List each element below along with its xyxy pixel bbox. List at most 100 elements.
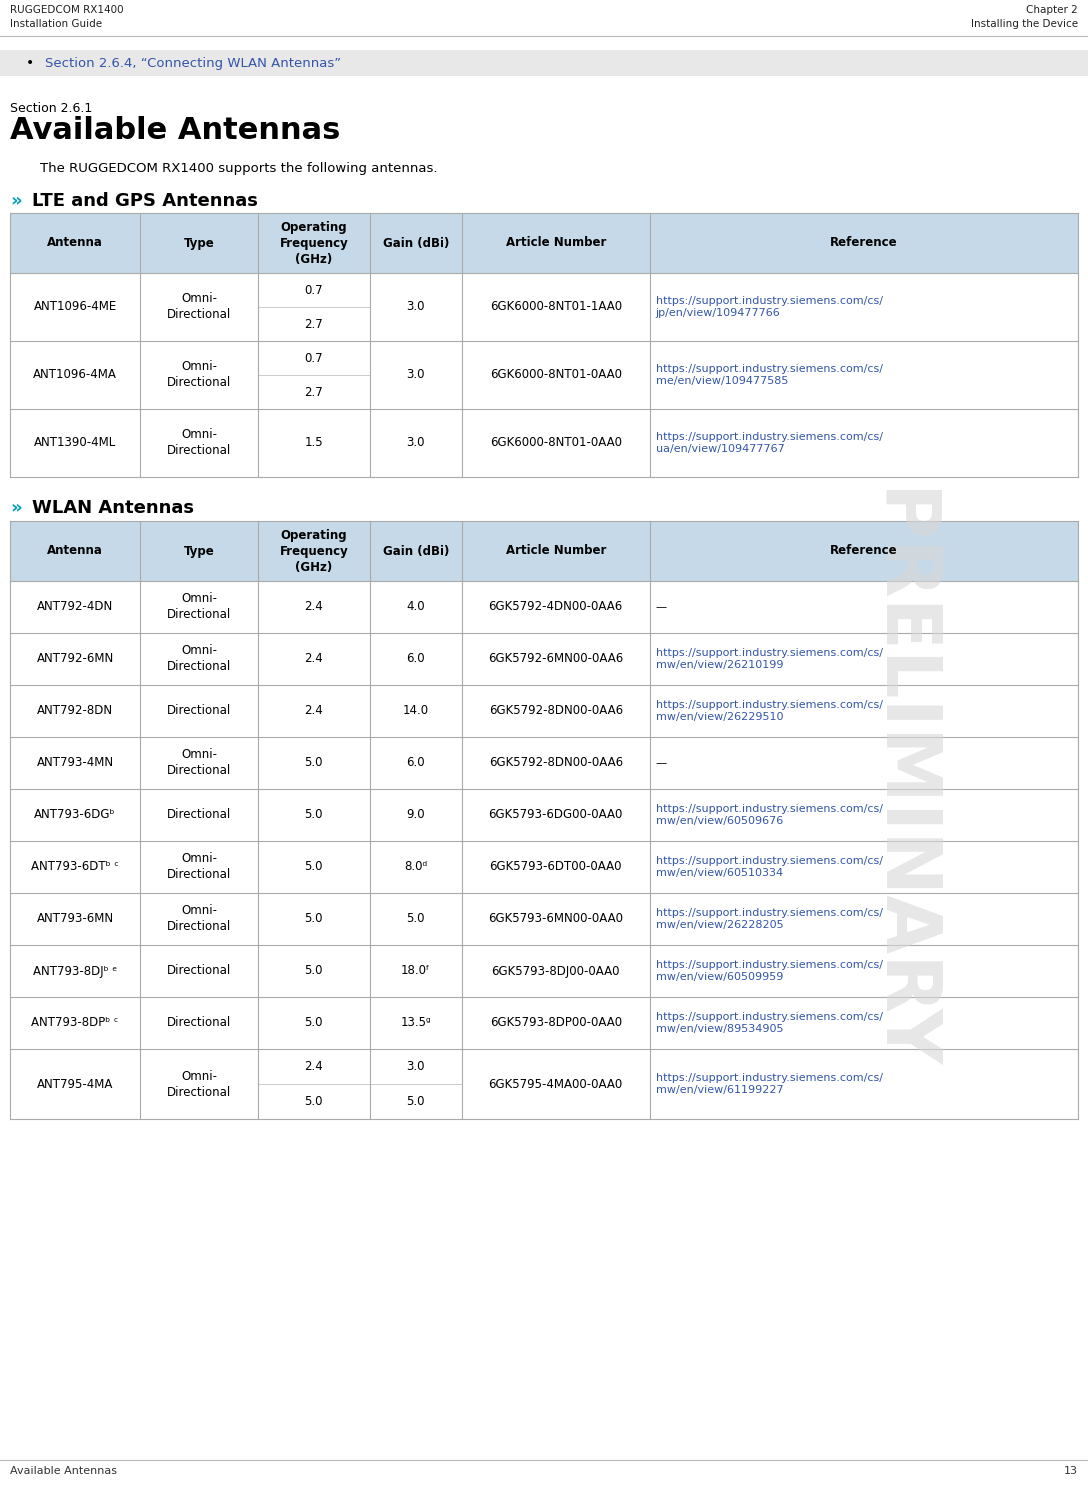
Text: 5.0: 5.0 — [305, 1016, 323, 1029]
Text: Directional: Directional — [166, 704, 231, 718]
Text: Installing the Device: Installing the Device — [970, 19, 1078, 28]
Text: LTE and GPS Antennas: LTE and GPS Antennas — [32, 192, 258, 210]
Text: The RUGGEDCOM RX1400 supports the following antennas.: The RUGGEDCOM RX1400 supports the follow… — [40, 163, 437, 175]
Text: Antenna: Antenna — [47, 237, 103, 249]
Text: Installation Guide: Installation Guide — [10, 19, 102, 28]
Text: Omni-
Directional: Omni- Directional — [166, 904, 231, 934]
Bar — [10, 997, 1078, 1049]
Text: 5.0: 5.0 — [305, 756, 323, 770]
Text: Directional: Directional — [166, 809, 231, 822]
Text: Omni-
Directional: Omni- Directional — [166, 852, 231, 882]
Text: 5.0: 5.0 — [305, 964, 323, 977]
Text: »: » — [10, 498, 22, 518]
Text: ANT793-4MN: ANT793-4MN — [37, 756, 114, 770]
Bar — [10, 633, 1078, 685]
Text: 6GK5795-4MA00-0AA0: 6GK5795-4MA00-0AA0 — [489, 1077, 622, 1091]
Text: 4.0: 4.0 — [407, 600, 425, 613]
Bar — [10, 342, 1078, 409]
Text: 3.0: 3.0 — [407, 437, 425, 449]
Bar — [10, 409, 1078, 477]
Text: 2.7: 2.7 — [305, 318, 323, 331]
Text: 0.7: 0.7 — [305, 283, 323, 297]
Text: ANT793-8DPᵇ ᶜ: ANT793-8DPᵇ ᶜ — [32, 1016, 119, 1029]
Text: Omni-
Directional: Omni- Directional — [166, 292, 231, 321]
Bar — [10, 789, 1078, 841]
Text: 2.4: 2.4 — [305, 600, 323, 613]
Text: Article Number: Article Number — [506, 237, 606, 249]
Text: ANT795-4MA: ANT795-4MA — [37, 1077, 113, 1091]
Text: 6.0: 6.0 — [407, 756, 425, 770]
Text: Type: Type — [184, 545, 214, 558]
Text: ANT1096-4MA: ANT1096-4MA — [34, 369, 118, 382]
Bar — [0, 51, 1088, 76]
Bar — [10, 213, 1078, 273]
Text: 5.0: 5.0 — [305, 809, 323, 822]
Text: 9.0: 9.0 — [407, 809, 425, 822]
Text: 13.5ᵍ: 13.5ᵍ — [400, 1016, 431, 1029]
Text: Gain (dBi): Gain (dBi) — [383, 545, 449, 558]
Text: 6GK5793-6MN00-0AA0: 6GK5793-6MN00-0AA0 — [489, 913, 623, 925]
Text: ANT793-8DJᵇ ᵉ: ANT793-8DJᵇ ᵉ — [33, 964, 118, 977]
Text: https://support.industry.siemens.com/cs/
mw/en/view/89534905: https://support.industry.siemens.com/cs/… — [656, 1012, 882, 1034]
Text: 18.0ᶠ: 18.0ᶠ — [401, 964, 431, 977]
Text: Omni-
Directional: Omni- Directional — [166, 361, 231, 389]
Text: Omni-
Directional: Omni- Directional — [166, 749, 231, 777]
Text: 2.7: 2.7 — [305, 385, 323, 398]
Text: Omni-
Directional: Omni- Directional — [166, 645, 231, 673]
Text: Reference: Reference — [830, 545, 898, 558]
Text: Operating
Frequency
(GHz): Operating Frequency (GHz) — [280, 221, 348, 266]
Bar — [10, 1049, 1078, 1119]
Bar — [10, 737, 1078, 789]
Text: Omni-
Directional: Omni- Directional — [166, 1070, 231, 1098]
Text: 3.0: 3.0 — [407, 300, 425, 313]
Text: •: • — [26, 57, 34, 70]
Text: ANT793-6DGᵇ: ANT793-6DGᵇ — [35, 809, 116, 822]
Text: Reference: Reference — [830, 237, 898, 249]
Text: —: — — [656, 601, 667, 612]
Text: 6GK5792-8DN00-0AA6: 6GK5792-8DN00-0AA6 — [489, 756, 622, 770]
Text: 6GK5792-8DN00-0AA6: 6GK5792-8DN00-0AA6 — [489, 704, 622, 718]
Text: Gain (dBi): Gain (dBi) — [383, 237, 449, 249]
Text: ANT792-4DN: ANT792-4DN — [37, 600, 113, 613]
Text: 6GK5792-4DN00-0AA6: 6GK5792-4DN00-0AA6 — [489, 600, 622, 613]
Text: RUGGEDCOM RX1400: RUGGEDCOM RX1400 — [10, 4, 124, 15]
Text: Operating
Frequency
(GHz): Operating Frequency (GHz) — [280, 528, 348, 573]
Text: Type: Type — [184, 237, 214, 249]
Bar — [10, 580, 1078, 633]
Text: 6GK5793-8DJ00-0AA0: 6GK5793-8DJ00-0AA0 — [492, 964, 620, 977]
Text: 5.0: 5.0 — [305, 1095, 323, 1109]
Text: https://support.industry.siemens.com/cs/
ua/en/view/109477767: https://support.industry.siemens.com/cs/… — [656, 431, 882, 454]
Text: https://support.industry.siemens.com/cs/
mw/en/view/60509676: https://support.industry.siemens.com/cs/… — [656, 804, 882, 827]
Text: 6.0: 6.0 — [407, 652, 425, 665]
Text: ANT1390-4ML: ANT1390-4ML — [34, 437, 116, 449]
Text: 6GK5793-6DG00-0AA0: 6GK5793-6DG00-0AA0 — [489, 809, 623, 822]
Bar — [10, 841, 1078, 894]
Text: Directional: Directional — [166, 1016, 231, 1029]
Text: 6GK6000-8NT01-0AA0: 6GK6000-8NT01-0AA0 — [490, 369, 621, 382]
Text: Chapter 2: Chapter 2 — [1026, 4, 1078, 15]
Text: 2.4: 2.4 — [305, 704, 323, 718]
Text: ANT1096-4ME: ANT1096-4ME — [34, 300, 116, 313]
Text: ANT792-6MN: ANT792-6MN — [37, 652, 114, 665]
Bar — [10, 685, 1078, 737]
Text: —: — — [656, 758, 667, 768]
Text: Article Number: Article Number — [506, 545, 606, 558]
Text: https://support.industry.siemens.com/cs/
mw/en/view/60509959: https://support.industry.siemens.com/cs/… — [656, 959, 882, 982]
Text: 6GK5793-6DT00-0AA0: 6GK5793-6DT00-0AA0 — [490, 861, 622, 873]
Text: Omni-
Directional: Omni- Directional — [166, 592, 231, 622]
Text: 6GK6000-8NT01-1AA0: 6GK6000-8NT01-1AA0 — [490, 300, 622, 313]
Text: PRELIMINARY: PRELIMINARY — [863, 489, 937, 1071]
Text: Section 2.6.1: Section 2.6.1 — [10, 101, 92, 115]
Text: 5.0: 5.0 — [305, 861, 323, 873]
Text: 1.5: 1.5 — [305, 437, 323, 449]
Text: 0.7: 0.7 — [305, 352, 323, 364]
Text: ANT793-6DTᵇ ᶜ: ANT793-6DTᵇ ᶜ — [32, 861, 119, 873]
Bar — [10, 273, 1078, 342]
Text: Directional: Directional — [166, 964, 231, 977]
Text: Available Antennas: Available Antennas — [10, 1467, 118, 1476]
Text: WLAN Antennas: WLAN Antennas — [32, 498, 194, 518]
Text: 6GK5793-8DP00-0AA0: 6GK5793-8DP00-0AA0 — [490, 1016, 622, 1029]
Text: https://support.industry.siemens.com/cs/
mw/en/view/26210199: https://support.industry.siemens.com/cs/… — [656, 648, 882, 670]
Text: 14.0: 14.0 — [403, 704, 429, 718]
Text: https://support.industry.siemens.com/cs/
mw/en/view/60510334: https://support.industry.siemens.com/cs/… — [656, 856, 882, 879]
